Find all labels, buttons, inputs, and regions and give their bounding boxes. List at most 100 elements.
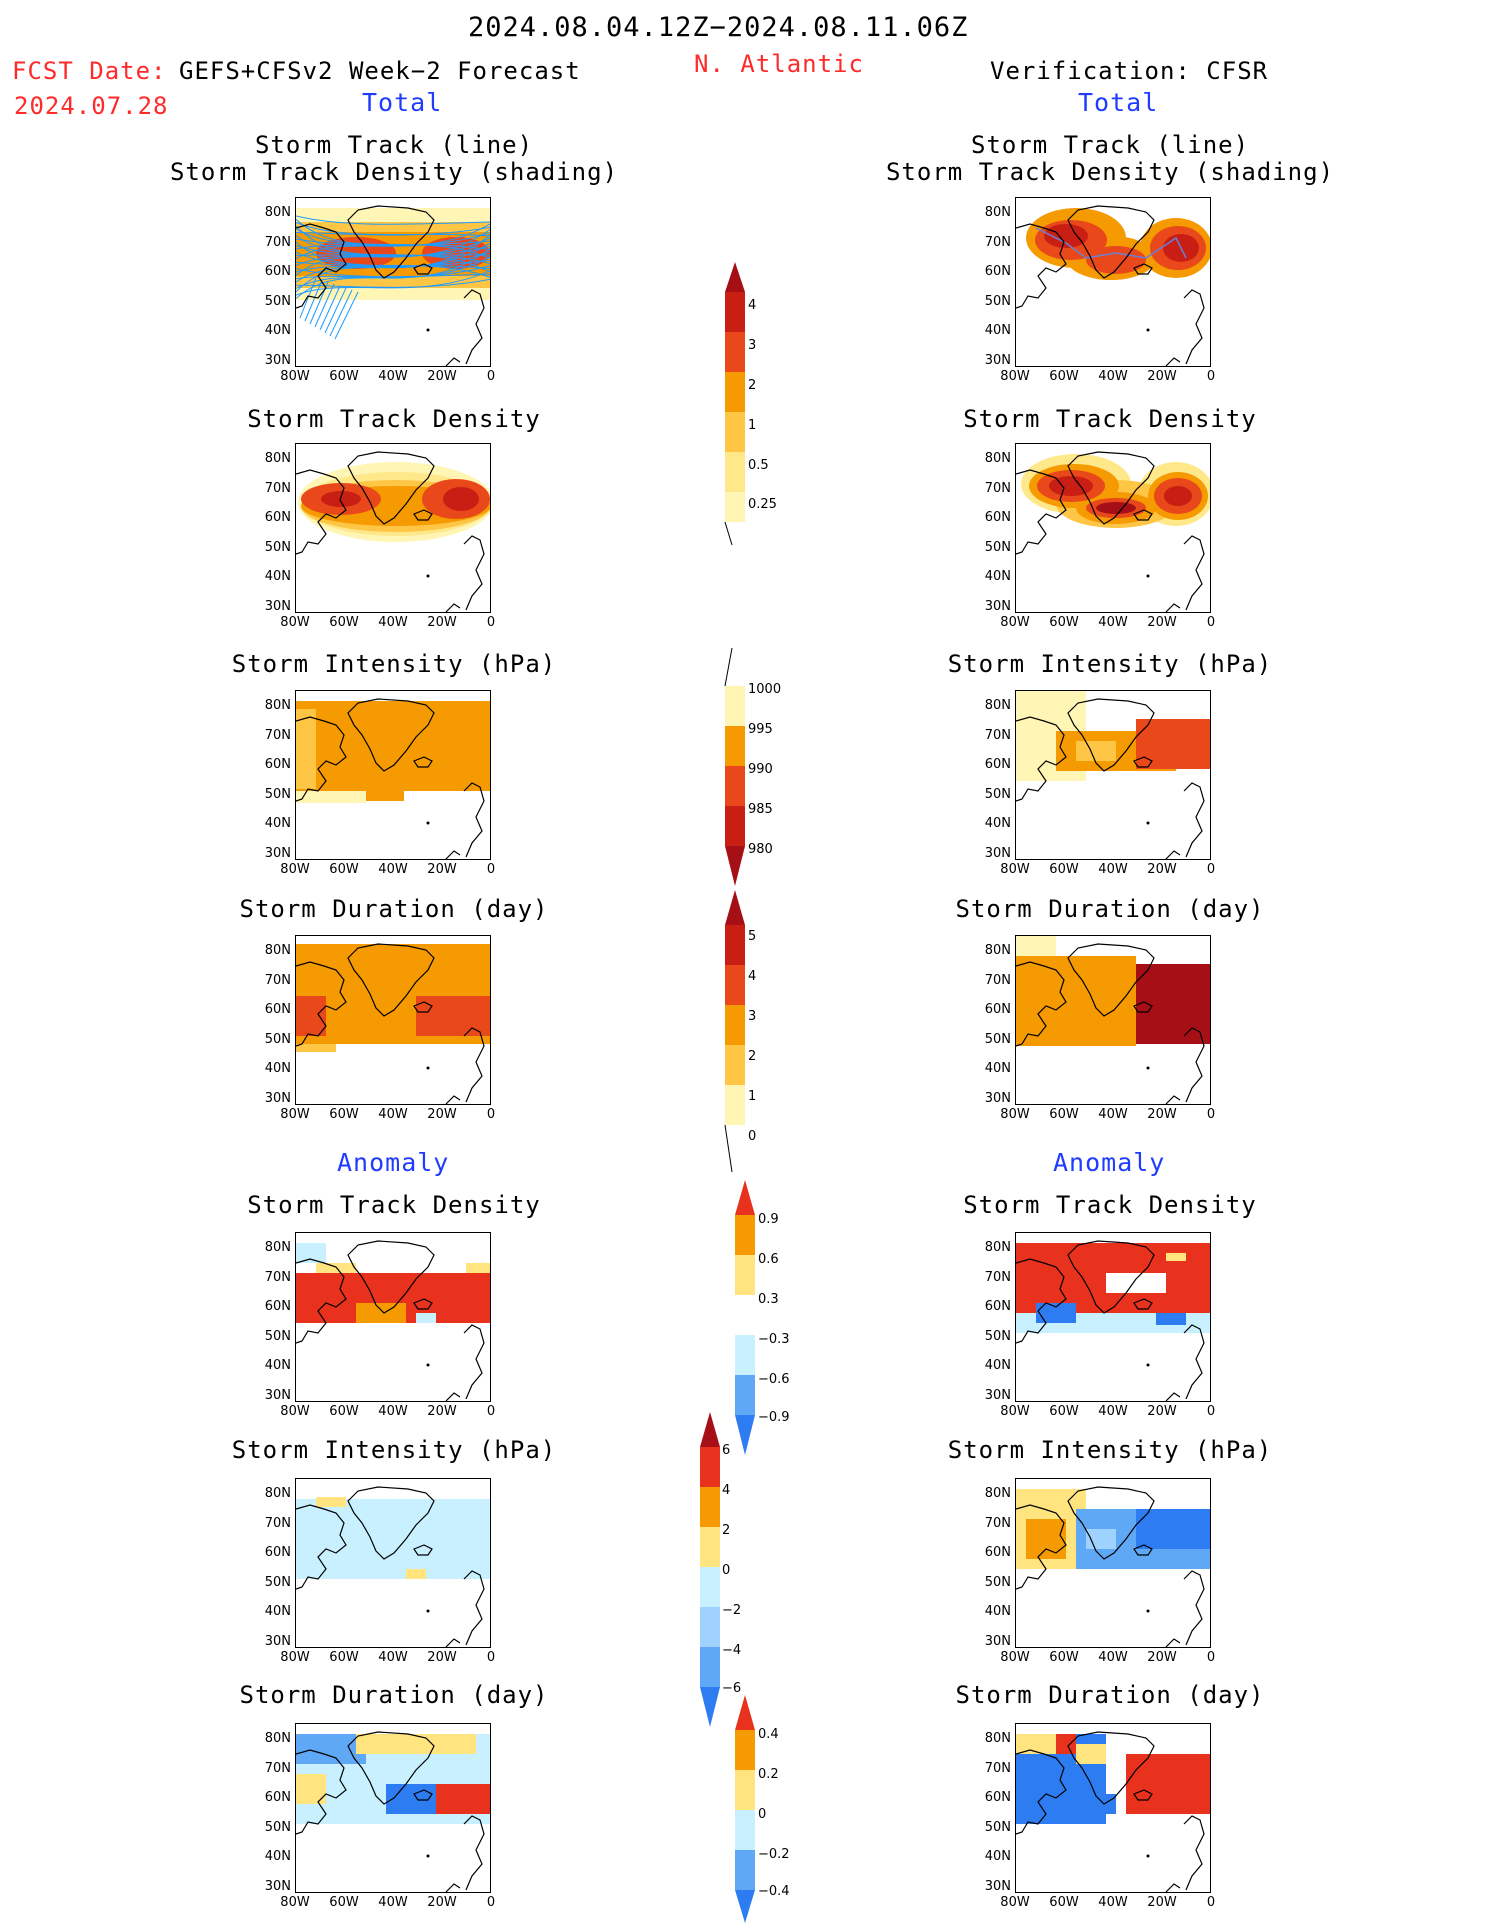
lon-tick-label: 40W: [1098, 615, 1128, 630]
cb-ianom-l1: 4: [722, 1483, 731, 1498]
lon-tick-label: 20W: [427, 862, 457, 877]
lat-tick-label: 40N: [984, 1604, 1011, 1619]
lat-tick-label: 30N: [264, 598, 291, 614]
lat-tick-label: 70N: [264, 727, 291, 743]
lon-tick-label: 20W: [427, 1107, 457, 1122]
lat-tick-label: 70N: [984, 1760, 1011, 1776]
lat-tick-label: 70N: [264, 1515, 291, 1531]
lon-tick-label: 80W: [1000, 1404, 1030, 1419]
lon-tick-label: 60W: [329, 369, 359, 384]
cb-danom-l4: −0.6: [758, 1372, 790, 1387]
left-anomaly-heading: Anomaly: [337, 1148, 450, 1177]
lon-tick-label: 60W: [329, 1895, 359, 1910]
lat-tick-label: 40N: [984, 1358, 1011, 1373]
lon-tick-label: 60W: [329, 1107, 359, 1122]
map-left-intensity-anom: [295, 1478, 491, 1648]
right-total-heading: Total: [1078, 88, 1159, 117]
cb-dur-l4: 1: [748, 1089, 757, 1104]
lat-tick-label: 80N: [984, 1240, 1011, 1255]
lat-tick-label: 50N: [264, 1328, 291, 1344]
lat-tick-label: 50N: [984, 786, 1011, 802]
map-right-duration: [1015, 935, 1211, 1105]
colorbar-intensity: [724, 648, 745, 886]
lon-tick-label: 60W: [1049, 1107, 1079, 1122]
lon-tick-label: 60W: [1049, 615, 1079, 630]
cb-dur-l5: 0: [748, 1129, 757, 1144]
lon-tick-label: 80W: [280, 1404, 310, 1419]
lat-tick-label: 30N: [984, 845, 1011, 861]
lat-tick-label: 40N: [264, 1358, 291, 1373]
lat-tick-label: 60N: [264, 510, 291, 525]
colorbar-intensity-anomaly: [700, 1412, 720, 1727]
lat-tick-label: 40N: [264, 323, 291, 338]
panel-title-right-intensity-anom: Storm Intensity (hPa): [947, 1436, 1273, 1464]
lat-tick-label: 80N: [984, 1731, 1011, 1746]
lon-tick-label: 80W: [280, 1107, 310, 1122]
lat-tick-label: 60N: [984, 264, 1011, 279]
cb-duranom-l2: 0: [758, 1807, 767, 1822]
lon-tick-label: 60W: [1049, 862, 1079, 877]
lat-tick-label: 30N: [264, 1387, 291, 1403]
lon-tick-label: 20W: [427, 369, 457, 384]
lat-tick-label: 70N: [264, 1760, 291, 1776]
panel-title-left-track-shading: Storm Track Density (shading): [169, 158, 619, 186]
lat-tick-label: 50N: [264, 1819, 291, 1835]
lon-tick-label: 40W: [378, 862, 408, 877]
lat-tick-label: 50N: [984, 1031, 1011, 1047]
lon-tick-label: 0: [486, 615, 496, 630]
lon-tick-label: 0: [486, 1650, 496, 1665]
lat-tick-label: 80N: [984, 1486, 1011, 1501]
lat-tick-label: 70N: [264, 1269, 291, 1285]
lat-tick-label: 60N: [264, 757, 291, 772]
cb-density-l4: 0.5: [748, 458, 769, 473]
lat-tick-label: 50N: [984, 1574, 1011, 1590]
colorbar-density: [724, 262, 745, 546]
lon-tick-label: 40W: [378, 369, 408, 384]
panel-title-left-duration: Storm Duration (day): [239, 895, 549, 923]
lat-tick-label: 40N: [984, 323, 1011, 338]
cb-ianom-l0: 6: [722, 1443, 731, 1458]
lon-tick-label: 0: [1206, 862, 1216, 877]
lon-tick-label: 80W: [280, 1650, 310, 1665]
lon-tick-label: 80W: [1000, 369, 1030, 384]
lat-tick-label: 60N: [264, 1299, 291, 1314]
lon-tick-label: 80W: [1000, 1107, 1030, 1122]
cb-danom-l1: 0.6: [758, 1252, 779, 1267]
map-right-intensity: [1015, 690, 1211, 860]
cb-density-l0: 4: [748, 298, 757, 313]
lat-tick-label: 30N: [264, 352, 291, 368]
lon-tick-label: 60W: [1049, 1650, 1079, 1665]
lat-tick-label: 40N: [264, 569, 291, 584]
lon-tick-label: 80W: [280, 862, 310, 877]
lat-tick-label: 50N: [984, 1819, 1011, 1835]
right-anomaly-heading: Anomaly: [1053, 1148, 1166, 1177]
lon-tick-label: 20W: [427, 1895, 457, 1910]
lon-tick-label: 0: [486, 1895, 496, 1910]
colorbar-duration-anomaly: [735, 1695, 755, 1923]
lat-tick-label: 50N: [264, 1574, 291, 1590]
map-right-duration-anom: [1015, 1723, 1211, 1893]
map-right-intensity-anom: [1015, 1478, 1211, 1648]
lon-tick-label: 40W: [1098, 1895, 1128, 1910]
lon-tick-label: 40W: [1098, 1107, 1128, 1122]
lon-tick-label: 40W: [378, 1650, 408, 1665]
lon-tick-label: 20W: [1147, 1895, 1177, 1910]
lat-tick-label: 30N: [264, 1633, 291, 1649]
lat-tick-label: 70N: [264, 480, 291, 496]
cb-ianom-l2: 2: [722, 1523, 731, 1538]
lat-tick-label: 50N: [264, 786, 291, 802]
lon-tick-label: 20W: [1147, 1650, 1177, 1665]
lat-tick-label: 30N: [984, 352, 1011, 368]
lat-tick-label: 60N: [984, 1790, 1011, 1805]
lon-tick-label: 40W: [1098, 1650, 1128, 1665]
lon-tick-label: 60W: [329, 1404, 359, 1419]
lat-tick-label: 50N: [264, 1031, 291, 1047]
lon-tick-label: 40W: [378, 1404, 408, 1419]
lat-tick-label: 40N: [984, 816, 1011, 831]
cb-danom-l0: 0.9: [758, 1212, 779, 1227]
lat-tick-label: 40N: [984, 569, 1011, 584]
cb-duranom-l4: −0.4: [758, 1884, 790, 1899]
panel-title-left-duration-anom: Storm Duration (day): [239, 1681, 549, 1709]
lat-tick-label: 30N: [264, 1878, 291, 1894]
lon-tick-label: 80W: [280, 1895, 310, 1910]
